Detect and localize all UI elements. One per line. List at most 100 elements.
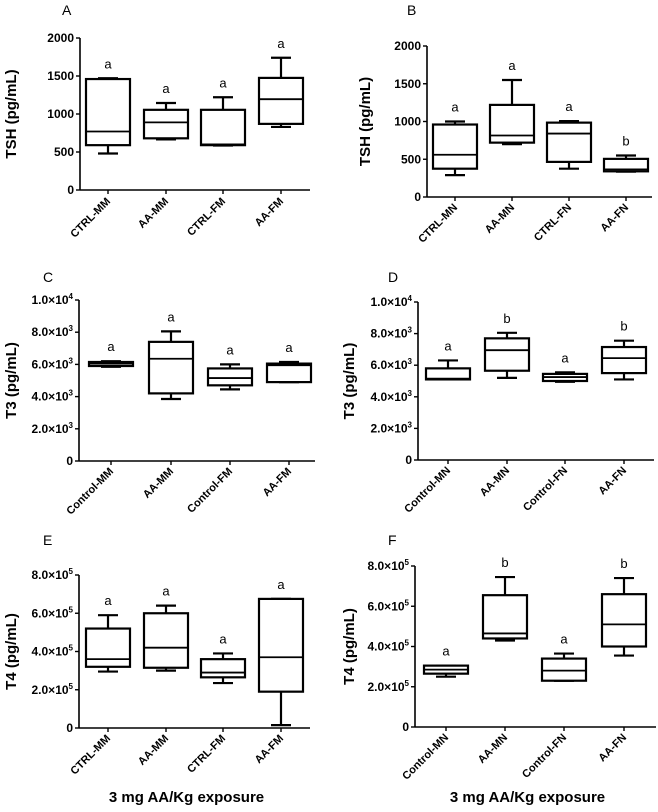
significance-letter: a xyxy=(162,584,170,599)
x-tick-label: AA-MM xyxy=(136,196,171,231)
y-tick-label: 4.0×103 xyxy=(371,389,413,404)
box-aa-mn: b xyxy=(483,311,531,379)
y-tick-label: 0 xyxy=(67,183,74,197)
box-ctrl-fn: a xyxy=(545,99,593,170)
box-ctrl-mn: a xyxy=(431,100,479,177)
x-tick-label: AA-FM xyxy=(253,196,287,230)
box-aa-fn: b xyxy=(600,319,648,381)
y-axis-label: TSH (pg/mL) xyxy=(357,77,374,166)
y-tick-label-base: 4.0×10 xyxy=(371,390,408,404)
box-control-fn: a xyxy=(540,632,588,682)
y-tick-label: 0 xyxy=(402,720,409,734)
y-tick-label-base: 0 xyxy=(66,454,73,468)
y-tick-label-base: 4.0×10 xyxy=(32,645,69,659)
y-tick-label: 6.0×105 xyxy=(368,598,410,613)
iqr-box xyxy=(265,362,313,384)
x-tick-label: AA-FM xyxy=(261,466,295,500)
significance-letter: b xyxy=(620,556,627,571)
y-tick-label: 1.0×104 xyxy=(371,294,413,309)
x-tick-label: Control-FN xyxy=(521,465,570,514)
panel-label: A xyxy=(62,2,72,18)
y-tick-label: 1.0×104 xyxy=(32,292,74,307)
y-tick-label-exponent: 3 xyxy=(69,389,74,398)
y-tick-label-base: 1.0×10 xyxy=(32,293,69,307)
significance-letter: a xyxy=(442,644,450,659)
y-tick-label-exponent: 3 xyxy=(408,420,413,429)
iqr-box xyxy=(481,594,529,640)
y-tick-label-base: 2.0×10 xyxy=(32,422,69,436)
panel-b: B 0 500 1000 1500 2000 TSH (pg/mL) a CTRL-MN a AA-… xyxy=(357,2,652,246)
significance-letter: a xyxy=(104,593,112,608)
y-tick-label: 2.0×103 xyxy=(371,420,413,435)
x-tick-label: AA-FN xyxy=(596,465,629,498)
significance-letter: b xyxy=(622,133,629,148)
x-tick-label: CTRL-MM xyxy=(68,196,113,241)
box-control-mm: a xyxy=(87,339,135,368)
x-tick-label: CTRL-FM xyxy=(185,196,228,239)
y-tick-label-base: 6.0×10 xyxy=(368,599,405,613)
significance-letter: b xyxy=(620,319,627,334)
x-tick-label: CTRL-MM xyxy=(68,733,113,778)
significance-letter: a xyxy=(107,339,115,354)
y-tick-label: 1500 xyxy=(47,69,74,83)
box-aa-mm: a xyxy=(147,309,195,401)
significance-letter: a xyxy=(277,36,285,51)
iqr-box xyxy=(545,121,593,163)
y-tick-label: 0 xyxy=(414,190,421,204)
box-aa-fm: a xyxy=(257,577,305,727)
iqr-box xyxy=(199,108,247,147)
iqr-box xyxy=(199,658,247,679)
y-tick-label-base: 0 xyxy=(402,720,409,734)
significance-letter: a xyxy=(444,338,452,353)
iqr-box xyxy=(142,612,190,669)
y-tick-label-base: 0 xyxy=(405,453,412,467)
x-tick-label: Control-FN xyxy=(520,732,569,781)
panel-label: B xyxy=(407,2,416,18)
significance-letter: a xyxy=(508,58,516,73)
y-axis-label: T4 (pg/mL) xyxy=(3,613,20,690)
significance-letter: b xyxy=(503,311,510,326)
significance-letter: a xyxy=(451,100,459,115)
iqr-box xyxy=(84,627,132,668)
y-tick-label-base: 6.0×10 xyxy=(32,606,69,620)
x-tick-label: CTRL-FN xyxy=(532,202,574,244)
y-tick-label-base: 8.0×10 xyxy=(371,327,408,341)
y-tick-label: 2000 xyxy=(394,39,421,53)
y-tick-label-exponent: 3 xyxy=(408,326,413,335)
x-tick-label: AA-FN xyxy=(598,202,631,235)
y-axis-label: T4 (pg/mL) xyxy=(341,608,358,685)
y-tick-label-base: 1000 xyxy=(47,107,74,121)
y-tick-label: 0 xyxy=(66,454,73,468)
box-aa-fm: a xyxy=(257,36,305,129)
box-aa-fn: b xyxy=(602,133,650,173)
y-tick-label: 4.0×105 xyxy=(368,639,410,654)
box-ctrl-fm: a xyxy=(199,75,247,147)
box-control-fm: a xyxy=(206,342,254,391)
y-tick-label-base: 1500 xyxy=(394,77,421,91)
y-tick-label: 6.0×103 xyxy=(371,357,413,372)
significance-letter: a xyxy=(277,577,285,592)
y-tick-label-exponent: 4 xyxy=(69,292,74,301)
y-tick-label-base: 8.0×10 xyxy=(32,568,69,582)
y-tick-label-base: 2.0×10 xyxy=(368,680,405,694)
y-axis-label: T3 (pg/mL) xyxy=(341,343,358,420)
significance-letter: a xyxy=(167,309,175,324)
x-tick-label: AA-FN xyxy=(596,732,629,765)
significance-letter: a xyxy=(285,340,293,355)
y-tick-label: 0 xyxy=(405,453,412,467)
y-tick-label: 8.0×105 xyxy=(368,558,410,573)
y-tick-label-exponent: 5 xyxy=(405,558,410,567)
x-tick-label: Control-MM xyxy=(64,466,116,518)
box-aa-mm: a xyxy=(142,584,190,672)
y-tick-label-base: 8.0×10 xyxy=(32,325,69,339)
y-tick-label-exponent: 3 xyxy=(408,357,413,366)
x-tick-label: AA-MM xyxy=(136,733,171,768)
box-aa-mn: a xyxy=(488,58,536,146)
y-tick-label-exponent: 3 xyxy=(69,324,74,333)
box-aa-mm: a xyxy=(142,81,190,141)
y-tick-label-base: 2.0×10 xyxy=(32,683,69,697)
iqr-box xyxy=(84,77,132,147)
y-tick-label-base: 4.0×10 xyxy=(32,390,69,404)
y-tick-label-exponent: 3 xyxy=(69,356,74,365)
